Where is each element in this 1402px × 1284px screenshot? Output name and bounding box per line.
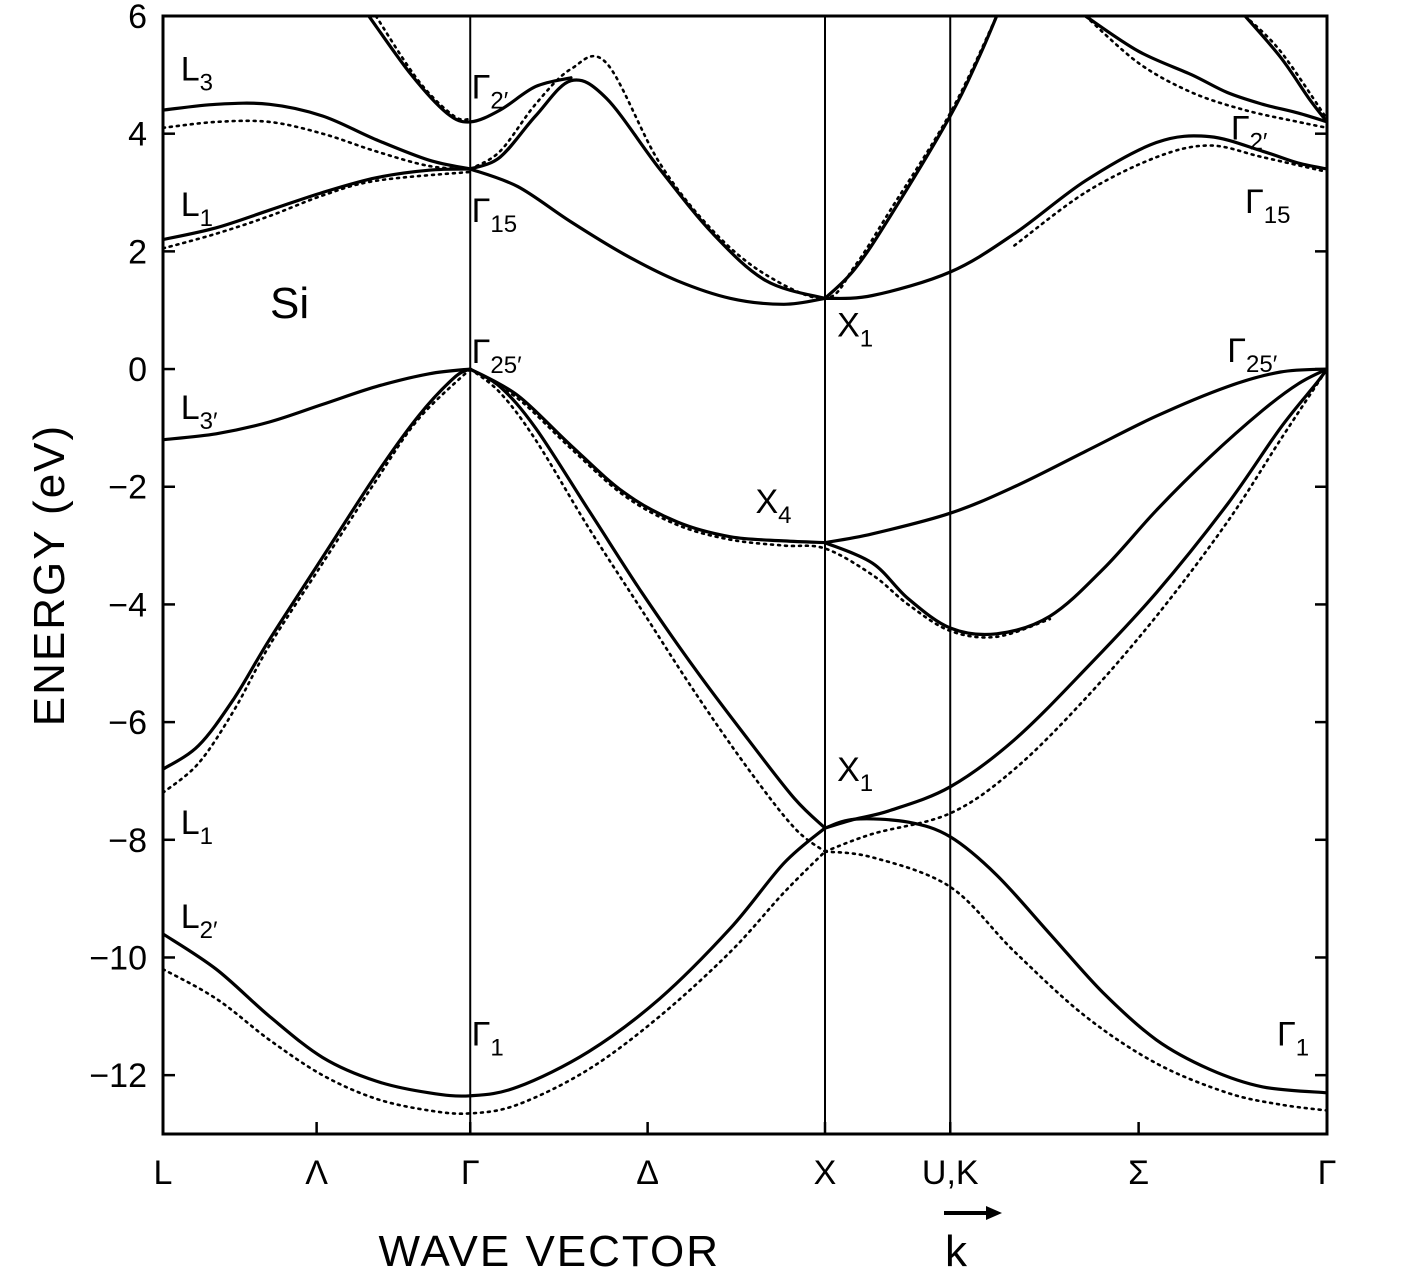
- solid-band-12: [163, 101, 472, 171]
- dotted-band-18: [163, 850, 827, 1116]
- dotted-band-19: [823, 850, 1327, 1112]
- dotted-band-24: [163, 119, 472, 171]
- x-tick-label: X: [814, 1154, 837, 1192]
- symmetry-point-label: Γ25′: [1227, 332, 1277, 378]
- solid-band-0: [163, 826, 827, 1098]
- dotted-band-26: [468, 16, 998, 300]
- solid-band-11: [823, 134, 1327, 301]
- high-symmetry-lines: [469, 16, 952, 1134]
- point-labels: L3 L1 L3′ L1 L2′ Γ2′ Γ15 Γ25′ Γ1 X1 X4 X1 Γ2′ Γ15 Γ25′…: [181, 51, 1309, 1062]
- symmetry-point-label: X1: [837, 307, 873, 353]
- x-tick-label: U,K: [922, 1154, 979, 1192]
- symmetry-point-label: Γ25′: [472, 333, 522, 379]
- symmetry-point-label: L3: [181, 51, 213, 97]
- x-tick-label: Σ: [1128, 1154, 1149, 1192]
- dotted-band-20: [163, 367, 472, 794]
- solid-band-10: [468, 167, 827, 306]
- x-tick-label: Δ: [636, 1154, 659, 1192]
- x-tick-label: Γ: [1318, 1154, 1337, 1192]
- symmetry-point-label: L2′: [181, 898, 218, 944]
- symmetry-point-label: X4: [755, 483, 791, 529]
- y-tick-label: −8: [108, 822, 147, 860]
- y-tick-label: 4: [128, 116, 147, 154]
- solid-band-4: [823, 367, 1327, 830]
- symmetry-point-label: Γ1: [1277, 1016, 1309, 1062]
- dotted-band-27: [1013, 144, 1327, 247]
- solid-band-1: [823, 817, 1327, 1095]
- series-layer: [163, 16, 1327, 1116]
- dotted-band-29: [374, 16, 472, 122]
- symmetry-point-label: L1: [181, 804, 213, 850]
- symmetry-point-label: L1: [181, 186, 213, 232]
- wave-vector-k: k: [944, 1206, 1002, 1276]
- y-tick-label: 6: [128, 0, 147, 36]
- x-axis-title: WAVE VECTOR: [379, 1227, 720, 1276]
- x-axis-ticks: L Λ Γ Δ X U,K Σ Γ: [154, 1122, 1337, 1192]
- solid-band-16: [1083, 16, 1327, 124]
- x-tick-label: Λ: [305, 1154, 328, 1192]
- y-axis-title: ENERGY (eV): [25, 424, 74, 726]
- solid-band-14: [823, 16, 999, 300]
- solid-band-2: [163, 367, 472, 771]
- vector-arrow-head: [986, 1206, 1002, 1220]
- plot-frame: [161, 14, 1329, 1136]
- x-tick-label: Γ: [461, 1154, 480, 1192]
- symmetry-point-label: L3′: [181, 389, 218, 435]
- y-tick-label: −6: [108, 704, 147, 742]
- y-axis-ticks: 6 4 2 0 −2 −4 −6 −8 −10 −12: [89, 0, 1327, 1095]
- solid-band-8: [823, 367, 1327, 545]
- y-tick-label: −12: [89, 1057, 147, 1095]
- solid-band-13: [468, 78, 827, 300]
- solid-band-6: [468, 367, 827, 545]
- symmetry-point-label: Γ1: [472, 1016, 504, 1062]
- dotted-band-22: [823, 367, 1327, 853]
- y-tick-label: −2: [108, 469, 147, 507]
- solid-band-5: [163, 367, 472, 442]
- y-tick-label: −4: [108, 586, 147, 624]
- symmetry-point-label: Γ15: [472, 192, 517, 238]
- solid-band-17: [1243, 16, 1327, 124]
- x-tick-label: L: [154, 1154, 173, 1192]
- dotted-band-21: [468, 367, 827, 853]
- y-tick-label: 0: [128, 351, 147, 389]
- dotted-band-28: [1084, 16, 1327, 130]
- symmetry-point-label: X1: [837, 751, 873, 797]
- dotted-band-25: [163, 170, 472, 250]
- dotted-band-30: [1243, 16, 1327, 121]
- solid-band-3: [468, 367, 827, 830]
- symmetry-point-label: Γ2′: [472, 68, 509, 114]
- solid-band-9: [163, 167, 472, 242]
- solid-band-7: [823, 367, 1327, 637]
- material-label: Si: [270, 279, 309, 328]
- symmetry-point-label: Γ15: [1245, 183, 1290, 229]
- y-tick-label: 2: [128, 233, 147, 271]
- y-tick-label: −10: [89, 939, 147, 977]
- k-vector-symbol: k: [945, 1227, 969, 1276]
- symmetry-point-label: Γ2′: [1231, 110, 1268, 156]
